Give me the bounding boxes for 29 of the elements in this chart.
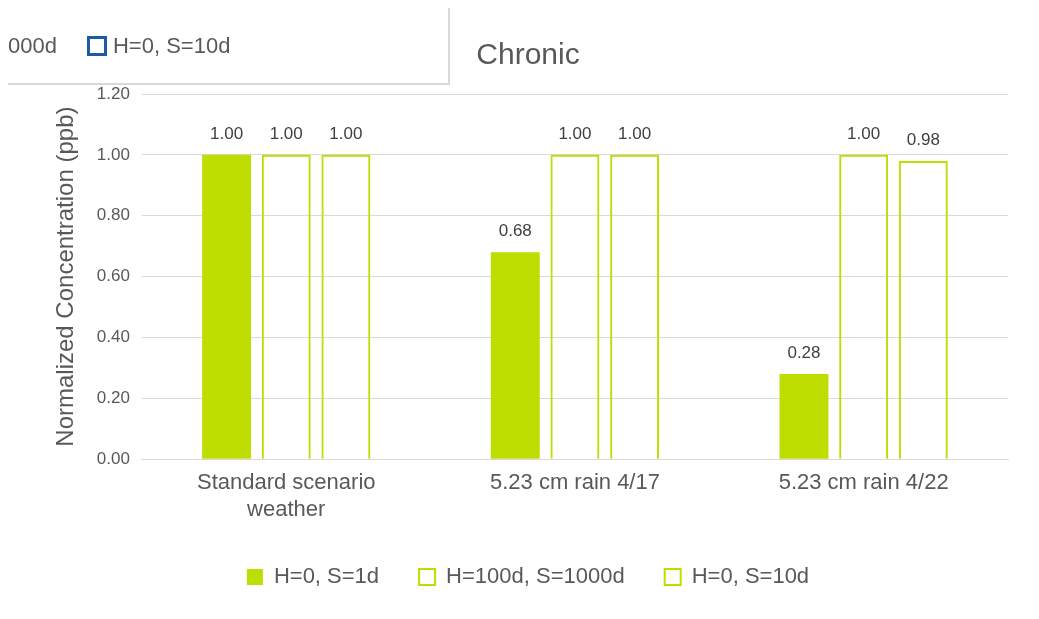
legend-label: H=0, S=10d (691, 563, 810, 589)
x-tick-label: 5.23 cm rain 4/17 (489, 469, 660, 495)
data-label: 1.00 (329, 124, 363, 144)
y-tick-label: 0.00 (96, 448, 130, 468)
data-label: 0.28 (787, 343, 821, 363)
data-label: 1.00 (618, 124, 652, 144)
x-tick-label: 5.23 cm rain 4/22 (778, 469, 949, 495)
text: H=0, S=10d (112, 32, 231, 59)
data-label: 1.00 (269, 124, 303, 144)
y-tick-label: 0.40 (96, 327, 130, 347)
bar (202, 154, 252, 459)
y-tick-label: 0.20 (96, 388, 130, 408)
y-axis-title: Normalized Concentration (ppb) (51, 106, 79, 447)
chart-title: Chronic (476, 37, 580, 71)
text: 000d (8, 32, 57, 59)
y-tick-label: 0.60 (96, 266, 130, 286)
data-label: 1.00 (558, 124, 592, 144)
data-label: 1.00 (847, 124, 881, 144)
bar (779, 373, 829, 459)
legend-label: H=100d, S=1000d (446, 563, 625, 589)
data-label: 1.00 (210, 124, 244, 144)
y-tick-label: 1.20 (96, 83, 130, 103)
data-label: 0.68 (498, 221, 532, 241)
bar (490, 252, 540, 459)
data-label: 0.98 (906, 130, 940, 150)
x-tick-label: Standard scenario weather (196, 469, 376, 521)
y-tick-label: 0.80 (96, 205, 130, 225)
y-tick-label: 1.00 (96, 144, 130, 164)
legend-label: H=0, S=1d (273, 563, 380, 589)
